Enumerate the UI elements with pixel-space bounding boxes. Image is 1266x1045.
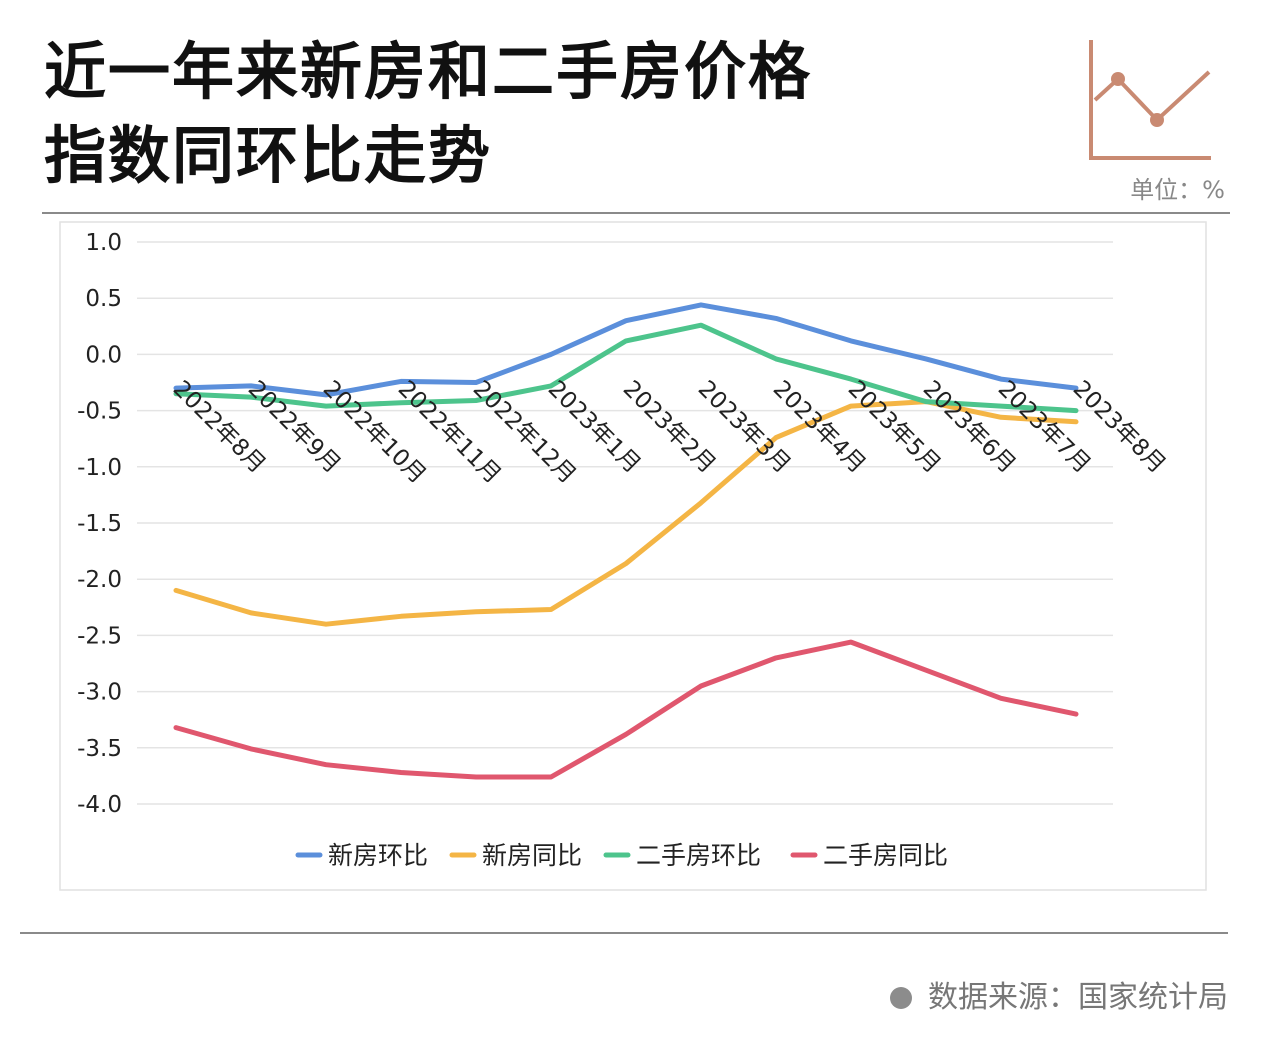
source-note: 数据来源：国家统计局	[808, 972, 1228, 1016]
legend-label: 二手房环比	[636, 841, 761, 870]
chart-legend: 新房环比 新房同比 二手房环比 二手房同比	[295, 841, 948, 870]
y-tick-label: -4.0	[77, 792, 122, 818]
source-text: 数据来源：国家统计局	[928, 980, 1228, 1015]
legend-label: 二手房同比	[823, 841, 948, 870]
y-tick-label: -0.5	[77, 399, 122, 425]
chart-frame	[59, 221, 1207, 891]
bullet-dot-icon	[890, 987, 912, 1009]
y-tick-label: -3.5	[77, 736, 122, 762]
page-title: 近一年来新房和二手房价格 指数同环比走势	[44, 30, 1004, 198]
series-lines	[173, 302, 1079, 780]
series-line-3	[173, 322, 1079, 414]
y-axis-ticks: 1.0 0.5 0.0 -0.5 -1.0 -1.5 -2.0 -2.5 -3.0 -3.5 -4.…	[77, 230, 122, 818]
series-line-1	[173, 302, 1079, 398]
header-divider	[42, 212, 1230, 214]
y-tick-label: -1.0	[77, 455, 122, 481]
unit-label: 单位：%	[1130, 176, 1225, 204]
y-tick-label: 0.5	[85, 286, 122, 312]
y-tick-label: -2.0	[77, 567, 122, 593]
series-line-4	[173, 639, 1079, 780]
y-tick-label: 1.0	[85, 230, 122, 256]
y-tick-label: -2.5	[77, 623, 122, 649]
legend-label: 新房环比	[328, 841, 428, 870]
legend-label: 新房同比	[482, 841, 582, 870]
line-chart-icon	[1089, 40, 1211, 160]
grid-lines	[137, 241, 1113, 805]
x-axis-ticks: 2022年8月2022年9月2022年10月2022年11月2022年12月20…	[168, 376, 1171, 489]
footer-divider	[20, 932, 1228, 934]
title-line-1: 近一年来新房和二手房价格	[44, 35, 813, 108]
y-tick-label: 0.0	[85, 342, 122, 368]
title-line-2: 指数同环比走势	[44, 119, 493, 192]
y-tick-label: -3.0	[77, 680, 122, 706]
y-tick-label: -1.5	[77, 511, 122, 537]
